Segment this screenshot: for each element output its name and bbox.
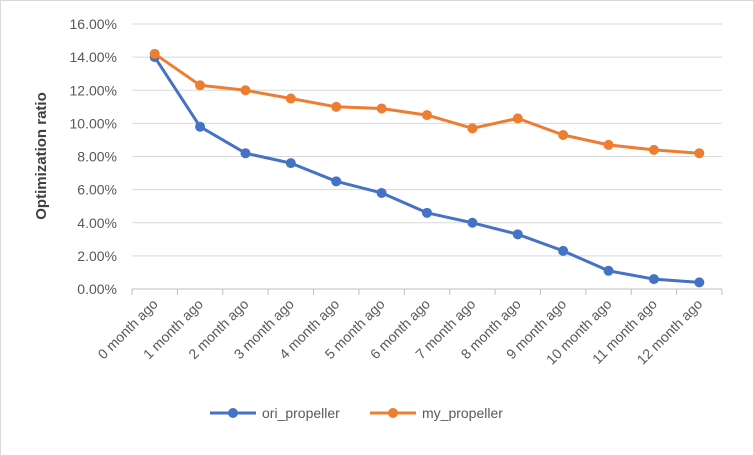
data-point-my-propeller	[648, 144, 659, 155]
data-point-my-propeller	[467, 123, 478, 134]
data-point-ori-propeller	[331, 176, 342, 187]
series-my-propeller	[149, 48, 705, 159]
y-tick-label: 4.00%	[77, 215, 117, 231]
y-tick-label: 2.00%	[77, 248, 117, 264]
data-point-ori-propeller	[285, 158, 296, 169]
legend-label: ori_propeller	[262, 405, 340, 421]
y-tick-label: 0.00%	[77, 281, 117, 297]
data-point-ori-propeller	[467, 217, 478, 228]
legend: ori_propeller my_propeller	[210, 405, 503, 421]
y-tick-label: 10.00%	[70, 115, 117, 131]
data-point-ori-propeller	[240, 148, 251, 159]
x-axis	[131, 288, 723, 295]
y-tick-label: 14.00%	[70, 49, 117, 65]
legend-item-my-propeller: my_propeller	[370, 405, 503, 421]
data-point-my-propeller	[694, 148, 705, 159]
y-axis-title: Optimization ratio	[33, 92, 50, 220]
series-line-ori-propeller	[153, 55, 701, 284]
y-axis-ticks: 0.00% 2.00% 4.00% 6.00% 8.00% 10.00% 12.00% 14.…	[70, 16, 117, 297]
data-point-my-propeller	[376, 103, 387, 114]
series-ori-propeller	[149, 52, 705, 288]
data-point-my-propeller	[422, 110, 432, 121]
y-tick-label: 12.00%	[70, 82, 117, 98]
data-point-ori-propeller	[603, 265, 614, 276]
data-point-ori-propeller	[694, 277, 705, 288]
legend-marker	[388, 408, 398, 418]
data-point-ori-propeller	[376, 187, 387, 198]
data-point-my-propeller	[195, 80, 206, 91]
legend-marker	[228, 408, 238, 418]
series-line-my-propeller	[153, 52, 701, 155]
legend-item-ori-propeller: ori_propeller	[210, 405, 340, 421]
gridlines	[132, 23, 722, 257]
data-point-my-propeller	[603, 139, 614, 150]
data-point-my-propeller	[558, 129, 569, 140]
y-tick-label: 6.00%	[77, 182, 117, 198]
legend-label: my_propeller	[422, 405, 503, 421]
data-point-my-propeller	[512, 113, 523, 124]
y-tick-label: 8.00%	[77, 149, 117, 165]
data-point-ori-propeller	[558, 245, 569, 256]
data-point-my-propeller	[285, 93, 296, 104]
data-point-my-propeller	[331, 101, 342, 112]
data-point-my-propeller	[149, 48, 160, 59]
data-point-ori-propeller	[648, 274, 659, 285]
data-point-ori-propeller	[512, 229, 523, 240]
data-point-ori-propeller	[195, 121, 206, 132]
series-layer	[149, 48, 705, 288]
y-tick-label: 16.00%	[70, 16, 117, 32]
data-point-my-propeller	[240, 85, 251, 96]
data-point-ori-propeller	[422, 207, 432, 218]
